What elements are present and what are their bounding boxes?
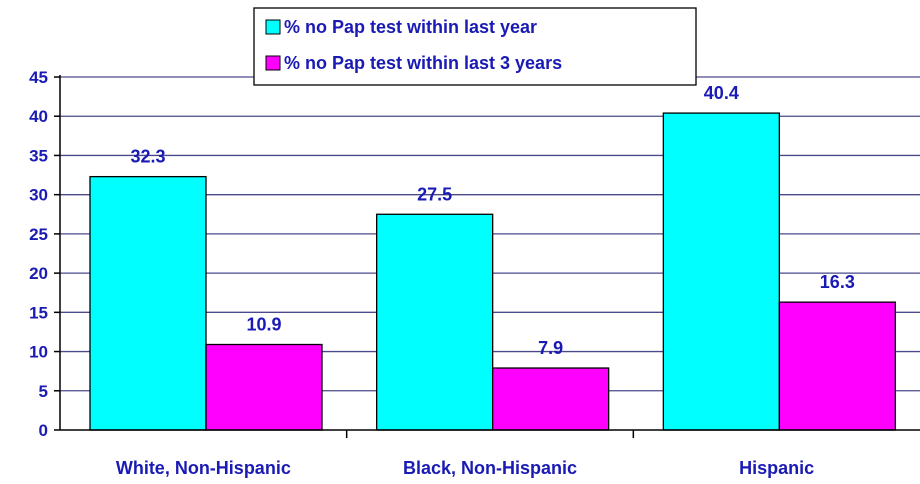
x-tick-label: Hispanic [739,458,814,478]
bar-last-3-years [205,343,323,431]
data-label: 40.4 [704,83,739,103]
bar-last-3-years [492,367,610,431]
y-tick-label: 40 [29,107,48,126]
y-tick-label: 0 [39,421,48,440]
y-tick-label: 25 [29,225,48,244]
x-axis-ticks: White, Non-Hispanic Black, Non-Hispanic Hi… [116,430,814,478]
axes [59,75,920,431]
y-tick-label: 5 [39,382,48,401]
data-label: 27.5 [417,184,452,204]
bar-last-year [376,213,494,431]
legend-box [253,7,697,86]
bars [89,112,896,431]
bar-last-year [89,175,207,431]
data-label: 16.3 [820,272,855,292]
legend-label: % no Pap test within last 3 years [284,53,562,73]
y-axis-ticks: 0 5 10 15 20 25 30 35 40 45 [29,68,60,440]
y-tick-label: 30 [29,186,48,205]
y-tick-label: 45 [29,68,48,87]
data-label: 7.9 [538,338,563,358]
bar-last-year [662,112,780,431]
legend-swatch [265,55,281,71]
data-label: 32.3 [130,147,165,167]
data-labels: 32.3 10.9 27.5 7.9 40.4 16.3 [130,83,854,358]
legend: % no Pap test within last year % no Pap t… [253,7,697,86]
legend-swatch [265,19,281,35]
legend-label: % no Pap test within last year [284,17,537,37]
bar-last-3-years [778,301,896,431]
y-tick-label: 20 [29,264,48,283]
x-tick-label: White, Non-Hispanic [116,458,291,478]
y-tick-label: 15 [29,303,48,322]
data-label: 10.9 [246,314,281,334]
y-tick-label: 10 [29,343,48,362]
x-tick-label: Black, Non-Hispanic [403,458,577,478]
y-tick-label: 35 [29,146,48,165]
